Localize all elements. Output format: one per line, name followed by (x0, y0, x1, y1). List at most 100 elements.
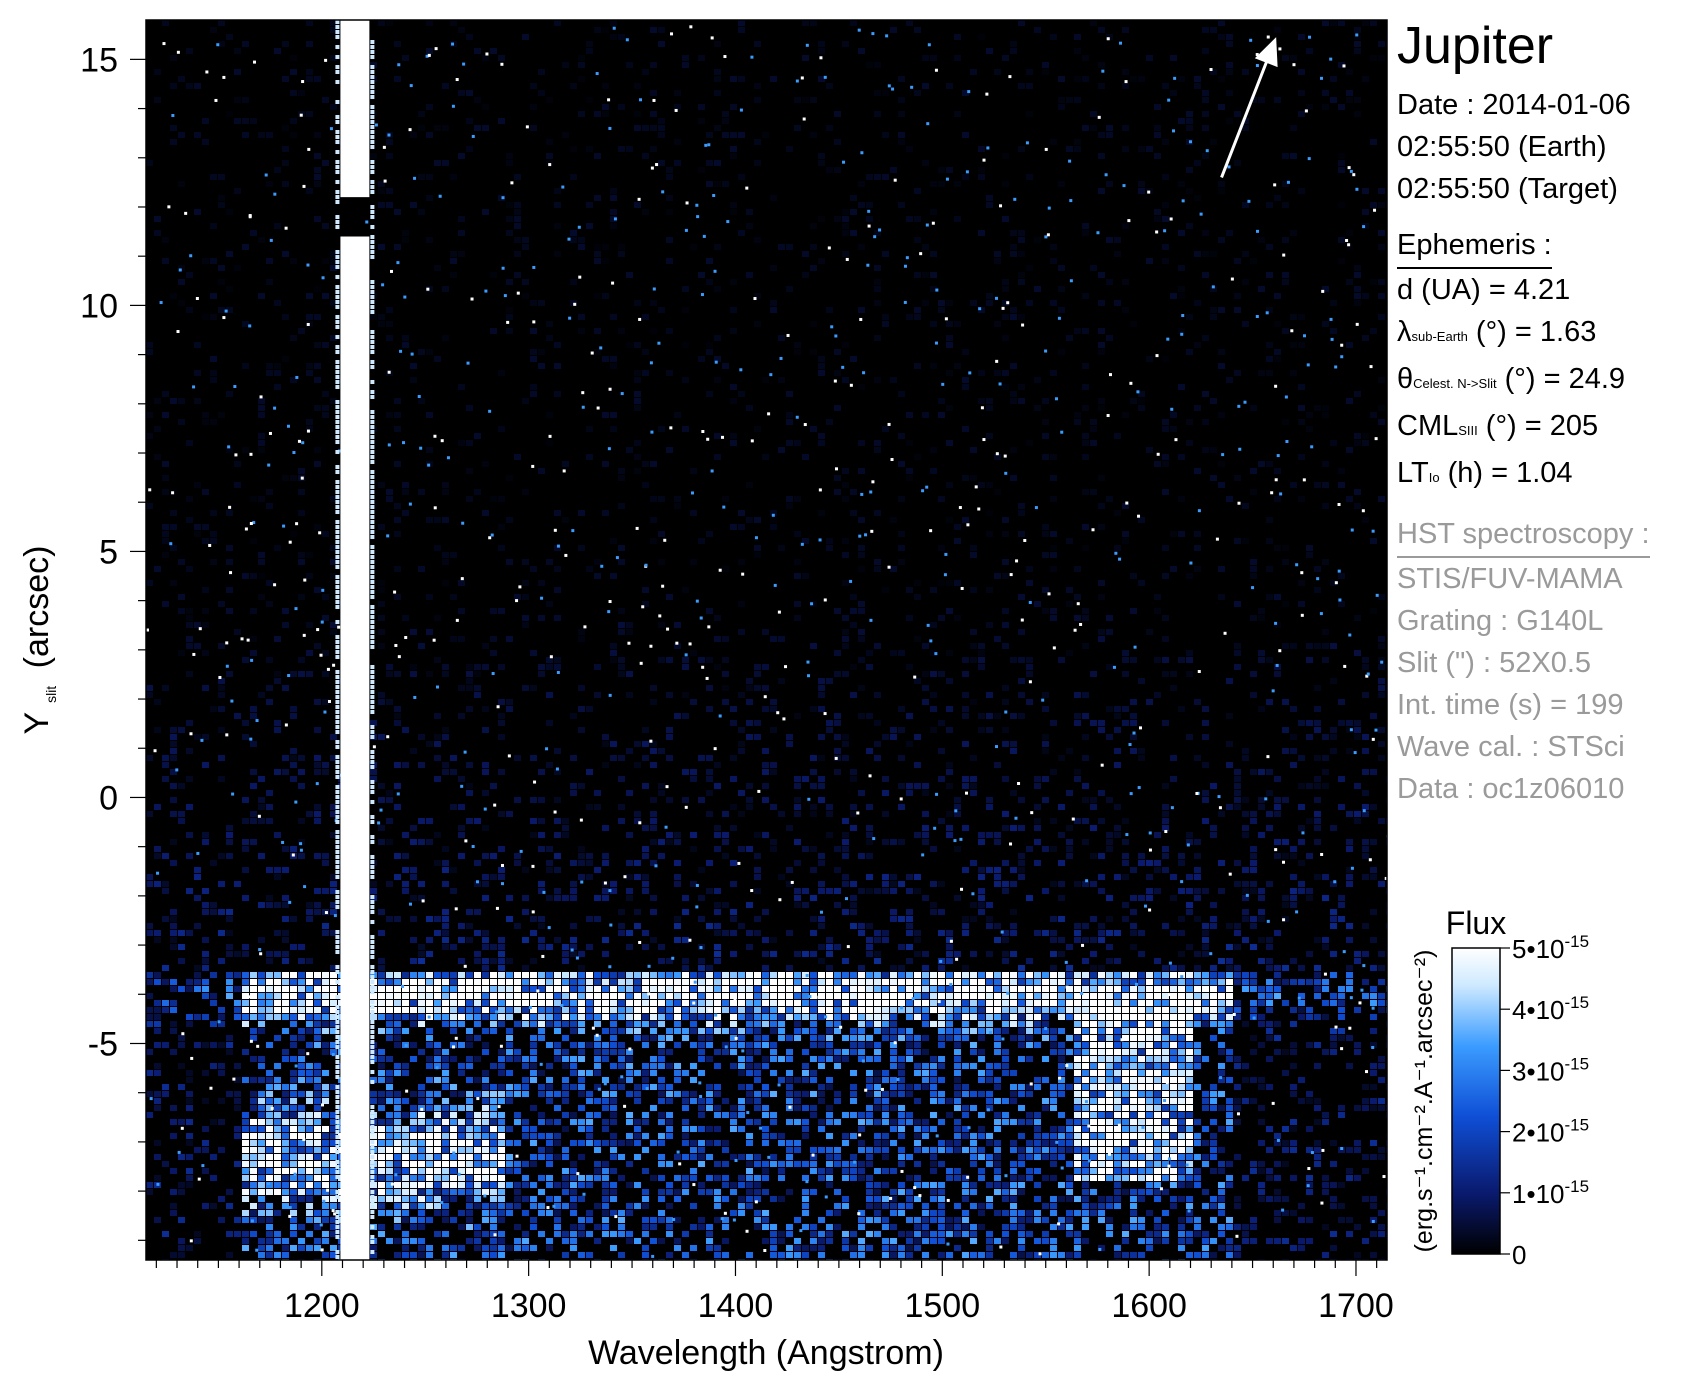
heatmap-cell (378, 1091, 385, 1097)
heatmap-cell (738, 790, 745, 796)
heatmap-cell (394, 1168, 401, 1174)
heatmap-cell (970, 1063, 977, 1069)
heatmap-cell (146, 874, 153, 880)
heatmap-cell (618, 34, 625, 40)
heatmap-cell (226, 671, 233, 677)
heatmap-cell (674, 503, 681, 509)
heatmap-cell (850, 895, 857, 901)
heatmap-cell (210, 27, 217, 33)
heatmap-cell (914, 993, 921, 999)
heatmap-cell (690, 1203, 697, 1209)
heatmap-cell (426, 916, 433, 922)
heatmap-cell (938, 398, 945, 404)
heatmap-cell (962, 671, 969, 677)
heatmap-cell (738, 629, 745, 635)
heatmap-cell (842, 1175, 849, 1181)
heatmap-cell (426, 1098, 433, 1104)
heatmap-cell (770, 510, 777, 516)
heatmap-cell (762, 1056, 769, 1062)
heatmap-cell (506, 986, 513, 992)
heatmap-cell (634, 300, 641, 306)
heatmap-cell (530, 1203, 537, 1209)
heatmap-cell (706, 1238, 713, 1244)
heatmap-cell (890, 734, 897, 740)
heatmap-cell (682, 1133, 689, 1139)
heatmap-cell (746, 209, 753, 215)
heatmap-cell (650, 1105, 657, 1111)
heatmap-cell (394, 1217, 401, 1223)
heatmap-cell (458, 1245, 465, 1251)
heatmap-cell (642, 1070, 649, 1076)
heatmap-cell (314, 727, 321, 733)
heatmap-cell (642, 972, 649, 978)
heatmap-cell (722, 636, 729, 642)
heatmap-cell (578, 1175, 585, 1181)
heatmap-cell (626, 146, 633, 152)
heatmap-cell (586, 1070, 593, 1076)
heatmap-cell (410, 132, 417, 138)
heatmap-cell (282, 181, 289, 187)
heatmap-cell (298, 594, 305, 600)
heatmap-cell (258, 979, 265, 985)
heatmap-cell (818, 888, 825, 894)
heatmap-cell (986, 727, 993, 733)
heatmap-cell (554, 391, 561, 397)
heatmap-cell (642, 1196, 649, 1202)
heatmap-cell (250, 706, 257, 712)
heatmap-cell (482, 1126, 489, 1132)
heatmap-cell (986, 1014, 993, 1020)
heatmap-cell (434, 713, 441, 719)
heatmap-cell (858, 1007, 865, 1013)
heatmap-cell (898, 545, 905, 551)
heatmap-cell (762, 979, 769, 985)
heatmap-cell (282, 608, 289, 614)
heatmap-cell (962, 930, 969, 936)
heatmap-cell (426, 1182, 433, 1188)
heatmap-cell (978, 1077, 985, 1083)
heatmap-cell (490, 1154, 497, 1160)
heatmap-cell (578, 237, 585, 243)
heatmap-cell (242, 1210, 249, 1216)
heatmap-cell (194, 482, 201, 488)
heatmap-cell (858, 1217, 865, 1223)
heatmap-cell (642, 825, 649, 831)
heatmap-cell (490, 1133, 497, 1139)
heatmap-cell (826, 125, 833, 131)
heatmap-cell (906, 146, 913, 152)
heatmap-cell (426, 195, 433, 201)
heatmap-cell (834, 1056, 841, 1062)
heatmap-cell (714, 76, 721, 82)
heatmap-cell (866, 825, 873, 831)
heatmap-cell (810, 1014, 817, 1020)
heatmap-cell (938, 1119, 945, 1125)
heatmap-cell (426, 412, 433, 418)
heatmap-cell (426, 1175, 433, 1181)
heatmap-cell (682, 1091, 689, 1097)
heatmap-cell (610, 314, 617, 320)
heatmap-cell (650, 328, 657, 334)
heatmap-cell (250, 1140, 257, 1146)
heatmap-cell (650, 146, 657, 152)
heatmap-cell (178, 1245, 185, 1251)
heatmap-cell (170, 55, 177, 61)
heatmap-cell (290, 1126, 297, 1132)
heatmap-cell (786, 1140, 793, 1146)
heatmap-cell (154, 1217, 161, 1223)
heatmap-cell (826, 167, 833, 173)
heatmap-cell (514, 1168, 521, 1174)
heatmap-cell (818, 1056, 825, 1062)
heatmap-cell (498, 1252, 505, 1258)
heatmap-cell (962, 1021, 969, 1027)
heatmap-cell (226, 1231, 233, 1237)
heatmap-cell (986, 986, 993, 992)
heatmap-cell (490, 48, 497, 54)
heatmap-cell (754, 1091, 761, 1097)
heatmap-cell (858, 307, 865, 313)
heatmap-cell (210, 1000, 217, 1006)
heatmap-cell (874, 377, 881, 383)
heatmap-cell (418, 1154, 425, 1160)
heatmap-cell (274, 930, 281, 936)
heatmap-cell (250, 118, 257, 124)
heatmap-cell (378, 1049, 385, 1055)
heatmap-cell (962, 1091, 969, 1097)
